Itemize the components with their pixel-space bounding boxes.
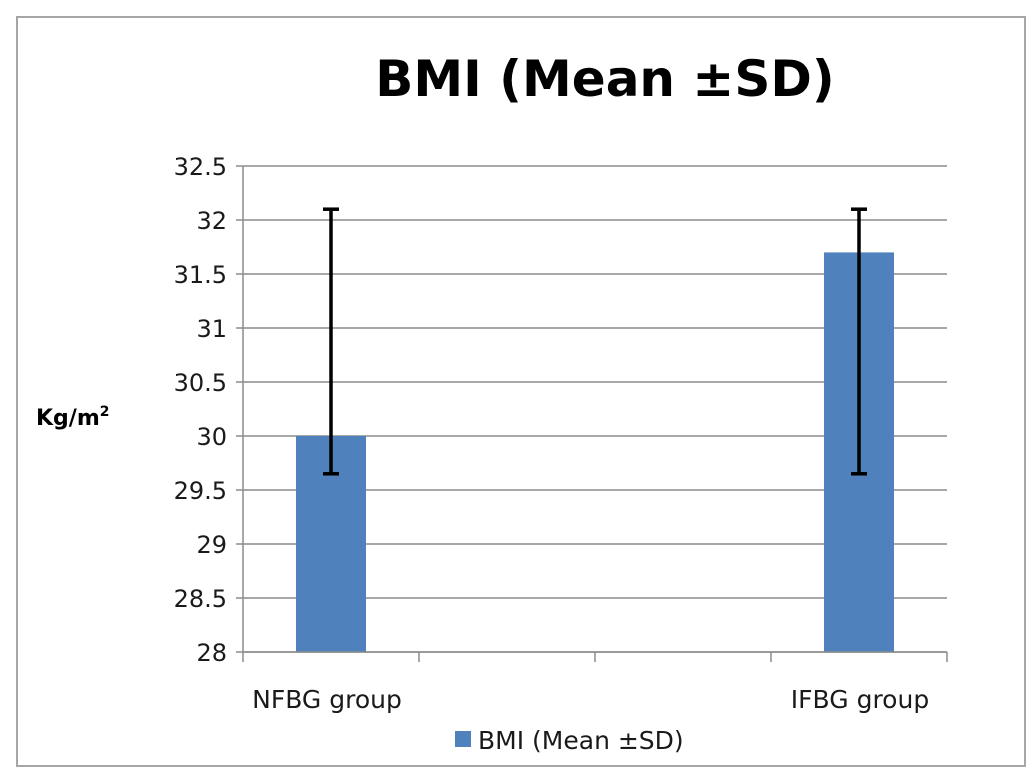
y-tick-label: 32.5 bbox=[174, 153, 227, 181]
legend: BMI (Mean ±SD) bbox=[455, 726, 684, 755]
y-tick-label: 28.5 bbox=[174, 585, 227, 613]
legend-label: BMI (Mean ±SD) bbox=[478, 726, 684, 755]
y-axis-label-main: Kg/m bbox=[36, 406, 100, 431]
legend-swatch bbox=[455, 731, 471, 747]
y-axis-ticks: 32.5 32 31.5 31 30.5 30 29.5 29 28.5 28 bbox=[174, 153, 243, 667]
y-tick-label: 29.5 bbox=[174, 477, 227, 505]
y-tick-label: 29 bbox=[196, 531, 227, 559]
y-axis-label-superscript: 2 bbox=[100, 404, 110, 420]
y-tick-label: 28 bbox=[196, 639, 227, 667]
bars bbox=[296, 252, 894, 652]
y-tick-label: 31 bbox=[196, 315, 227, 343]
y-tick-label: 32 bbox=[196, 207, 227, 235]
category-label: IFBG group bbox=[791, 685, 929, 714]
y-tick-label: 30 bbox=[196, 423, 227, 451]
category-labels: NFBG group IFBG group bbox=[252, 685, 929, 714]
y-axis-label: Kg/m2 bbox=[36, 404, 110, 431]
error-bars bbox=[323, 209, 867, 474]
y-tick-label: 30.5 bbox=[174, 369, 227, 397]
chart-title: BMI (Mean ±SD) bbox=[375, 50, 834, 108]
category-label: NFBG group bbox=[252, 685, 402, 714]
y-tick-label: 31.5 bbox=[174, 261, 227, 289]
